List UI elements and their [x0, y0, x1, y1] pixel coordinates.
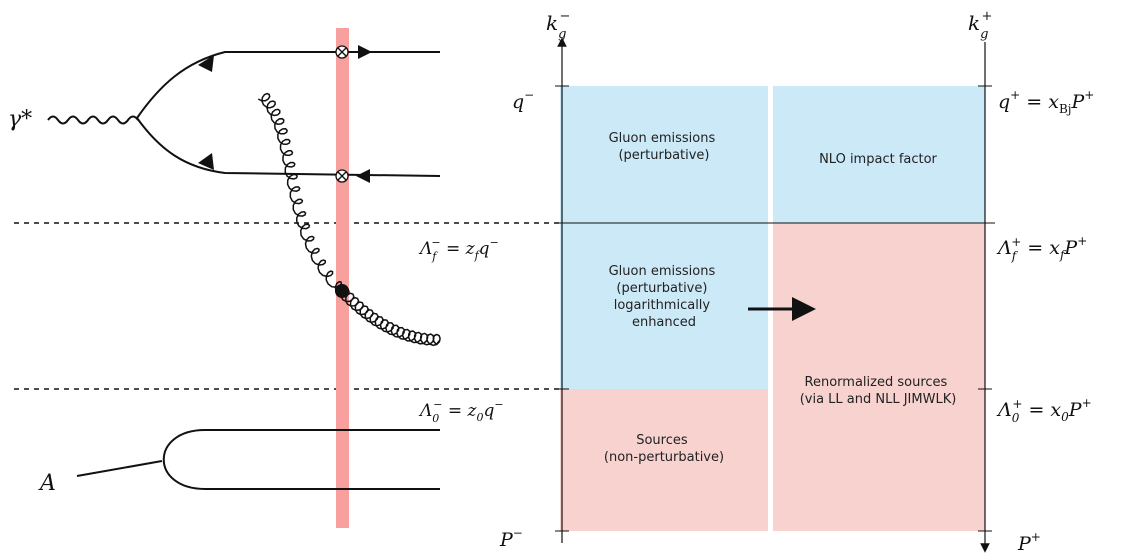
gluon-vertex-dot	[335, 284, 349, 298]
tick-label-lambda-0-plus: Λ0+ = x0P+	[996, 396, 1092, 425]
tick-label-p-plus: P+	[1017, 530, 1041, 555]
tick-label-q-minus: q−	[512, 88, 534, 113]
feynman-diagram: γ* A	[8, 28, 560, 528]
shockwave-band	[336, 28, 349, 528]
region-text-top-left: Gluon emissions (perturbative)	[609, 131, 720, 163]
nucleus-label: A	[38, 471, 56, 496]
antiquark-arrow-2	[356, 169, 370, 183]
photon-line	[47, 115, 139, 125]
tick-label-p-minus: P−	[499, 526, 523, 551]
region-text-right-large: Renormalized sources (via LL and NLL JIM…	[800, 375, 957, 407]
quark-arrow-1	[198, 55, 214, 72]
tick-label-lambda-f-minus: Λf− = zfq−	[418, 236, 499, 263]
quark-line	[136, 51, 440, 119]
region-bottom-left	[560, 389, 768, 531]
antiquark-line	[136, 117, 441, 177]
region-diagram: kg− kg+ q− Λf− = zfq− Λ0− = z0q− P− q+ =…	[418, 9, 1094, 555]
region-top-left	[560, 86, 768, 223]
tick-label-lambda-f-plus: Λf+ = xfP+	[996, 234, 1087, 263]
nucleus-blob	[162, 429, 440, 490]
antiquark-arrow-1	[198, 153, 214, 170]
nucleus-line	[76, 460, 163, 477]
otimes-icon	[335, 45, 349, 59]
region-text-mid-left: Gluon emissions (perturbative) logarithm…	[609, 264, 720, 330]
region-top-right	[773, 86, 985, 223]
gluon-line	[257, 92, 441, 347]
tick-label-lambda-0-minus: Λ0− = z0q−	[418, 398, 504, 425]
photon-label: γ*	[8, 107, 32, 132]
region-text-bottom-left: Sources (non-perturbative)	[604, 433, 724, 465]
region-right-large	[773, 223, 985, 531]
quark-arrow-2	[358, 45, 372, 59]
region-mid-left	[560, 223, 768, 389]
tick-label-q-plus: q+ = xBjP+	[998, 88, 1094, 116]
axis-minus-label: kg−	[546, 9, 570, 42]
otimes-icon	[335, 169, 349, 183]
axis-plus-label: kg+	[968, 9, 992, 42]
region-text-top-right: NLO impact factor	[819, 152, 937, 167]
